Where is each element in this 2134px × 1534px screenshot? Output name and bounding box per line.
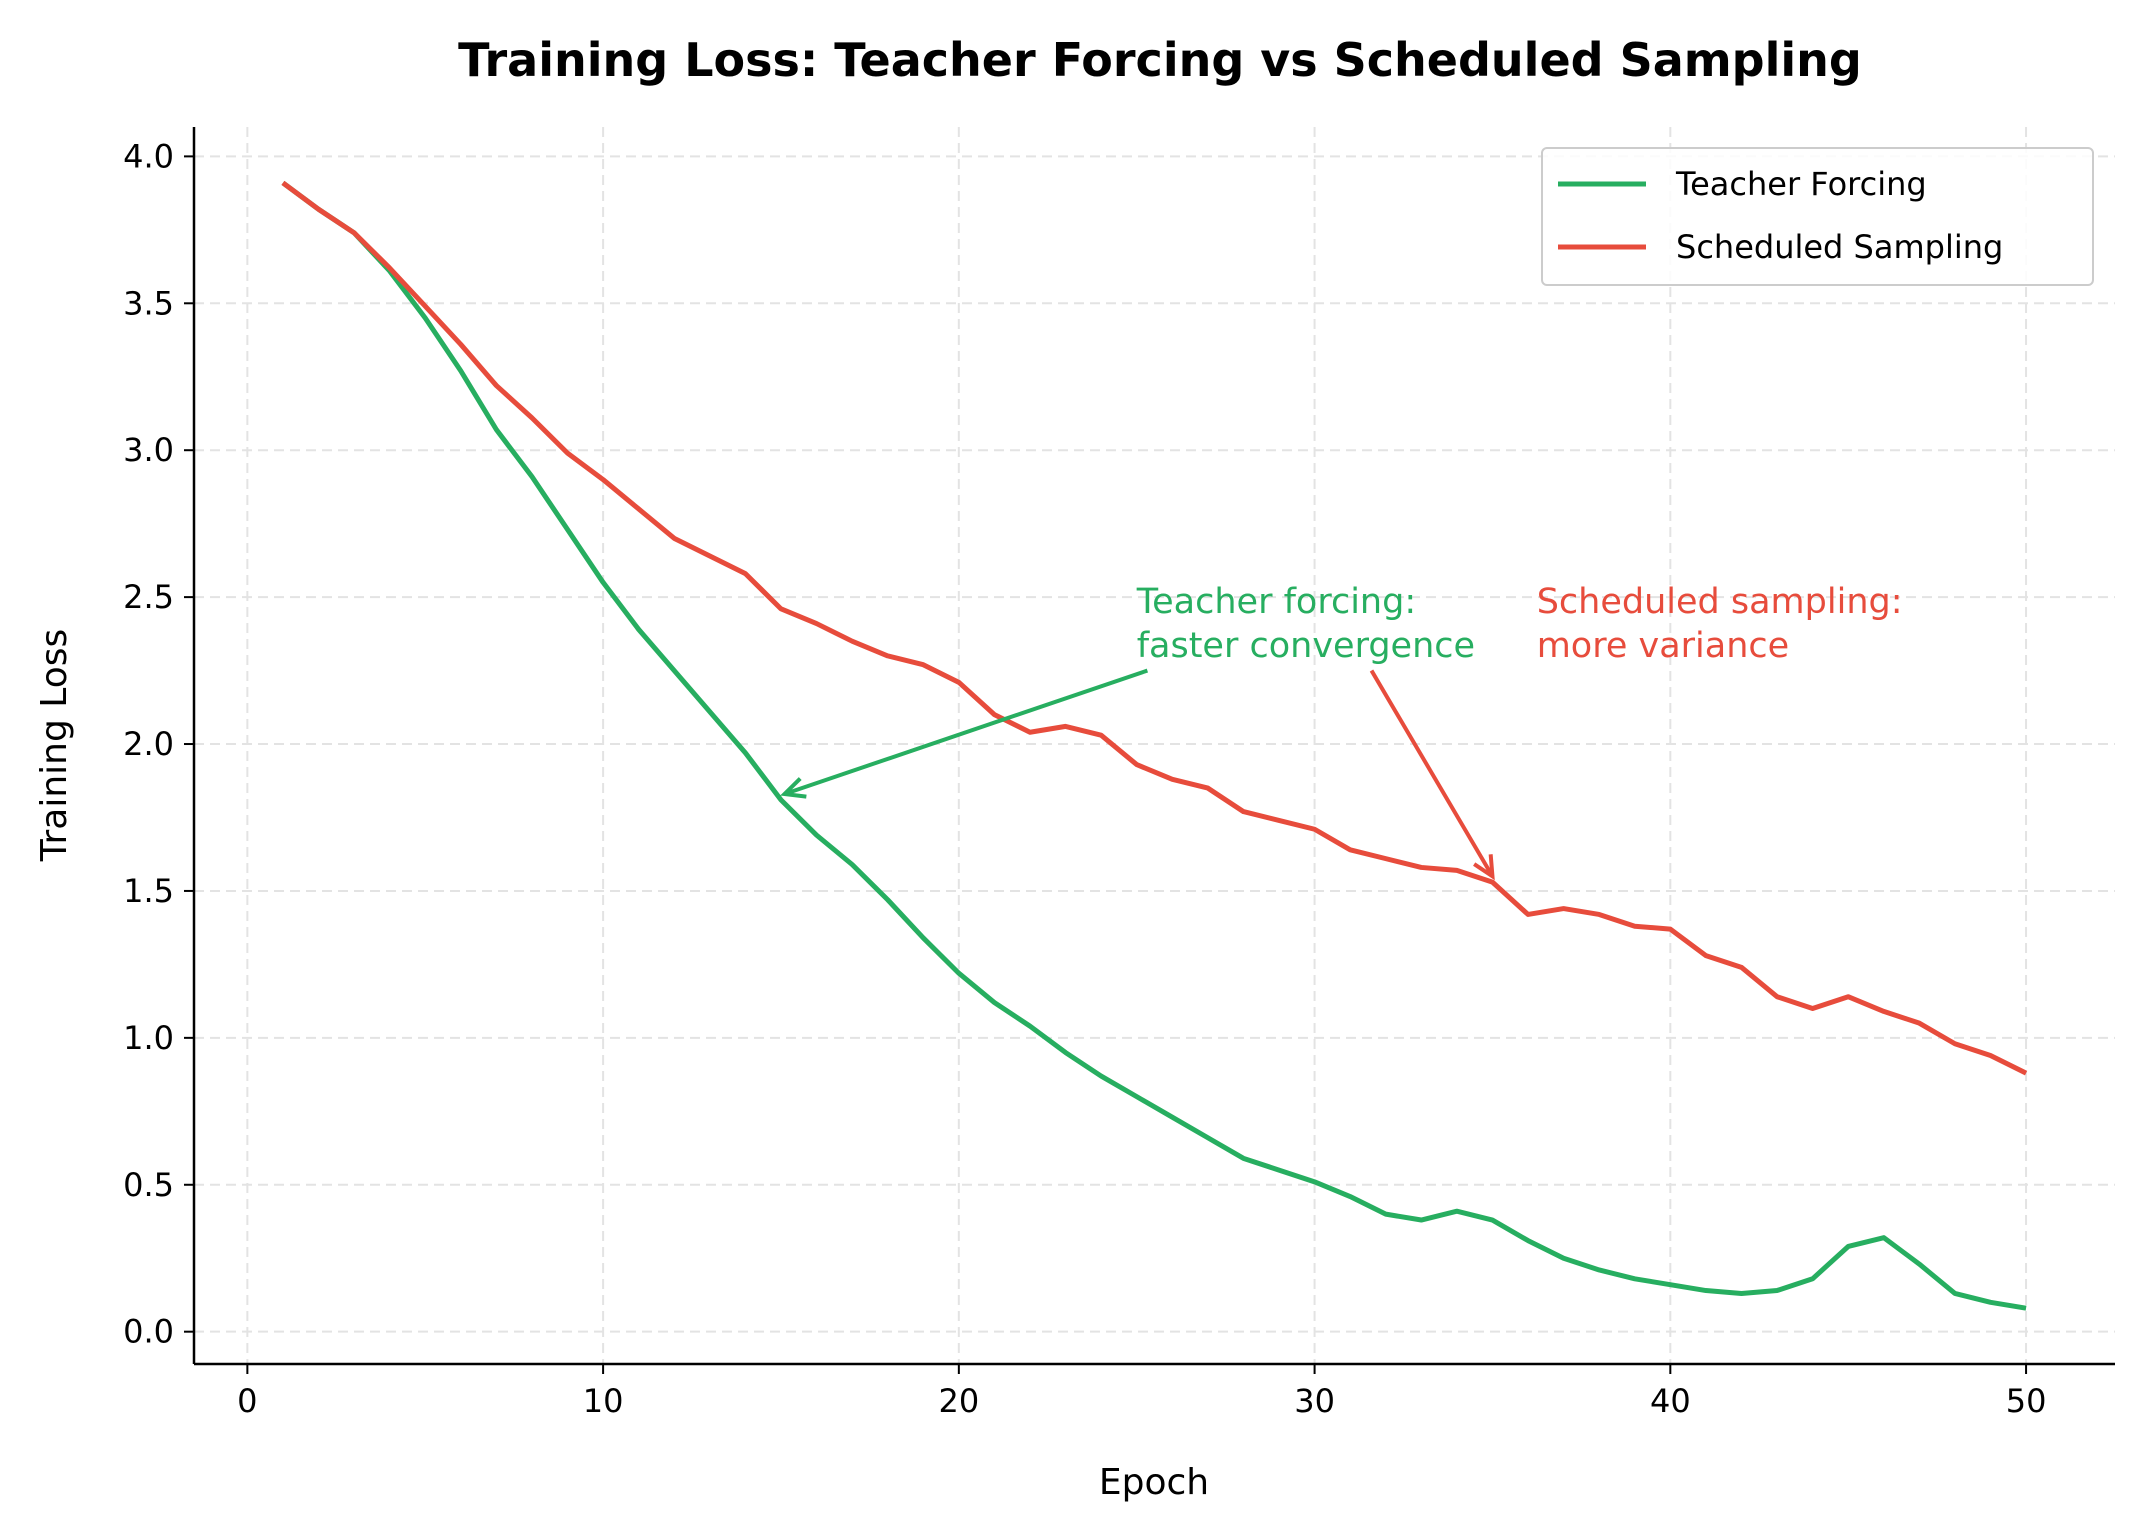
annotation-text: Scheduled sampling: (1537, 582, 1903, 622)
legend-box (1541, 147, 2094, 286)
y-tick-label: 2.0 (123, 725, 174, 763)
x-tick-label: 10 (583, 1382, 624, 1420)
series-lines (281, 180, 2028, 1311)
annotation-text: Teacher forcing: (1136, 582, 1416, 622)
annotation-arrow (1369, 669, 1495, 878)
series-line-teacher-forcing (281, 180, 2027, 1311)
annotations: Teacher forcing:faster convergence Schedu… (780, 582, 1903, 881)
legend-label: Scheduled Sampling (1676, 228, 2003, 266)
annotation-text: faster convergence (1137, 626, 1475, 666)
y-axis-label: Training Loss (34, 629, 75, 862)
y-tick-label: 2.5 (123, 578, 174, 616)
y-tick-label: 3.0 (123, 431, 174, 469)
annotation-arrow (783, 668, 1149, 796)
grid (194, 127, 2115, 1364)
y-tick-label: 0.0 (123, 1313, 174, 1351)
y-tick-label: 3.5 (123, 284, 174, 322)
annotation-text: more variance (1537, 626, 1789, 666)
chart-title: Training Loss: Teacher Forcing vs Schedu… (458, 33, 1862, 87)
y-tick-label: 0.5 (123, 1166, 174, 1204)
x-axis-label: Epoch (1099, 1462, 1209, 1503)
x-tick-label: 50 (2006, 1382, 2047, 1420)
series-line-scheduled-sampling (281, 180, 2028, 1076)
arrow-head-icon (780, 777, 807, 799)
arrow-head-icon (1473, 854, 1495, 881)
y-tick-label: 1.5 (123, 872, 174, 910)
x-tick-label: 30 (1294, 1382, 1335, 1420)
legend: Teacher Forcing Scheduled Sampling (1541, 147, 2094, 286)
x-tick-label: 20 (938, 1382, 979, 1420)
axes: 0 10 20 30 40 50 0.0 0.5 1.0 1.5 2.0 2.5 3.0 3.5 4.0 (123, 127, 2115, 1420)
y-tick-label: 4.0 (123, 137, 174, 175)
legend-label: Teacher Forcing (1675, 165, 1927, 203)
y-tick-label: 1.0 (123, 1019, 174, 1057)
x-tick-label: 0 (237, 1382, 257, 1420)
x-tick-label: 40 (1650, 1382, 1691, 1420)
